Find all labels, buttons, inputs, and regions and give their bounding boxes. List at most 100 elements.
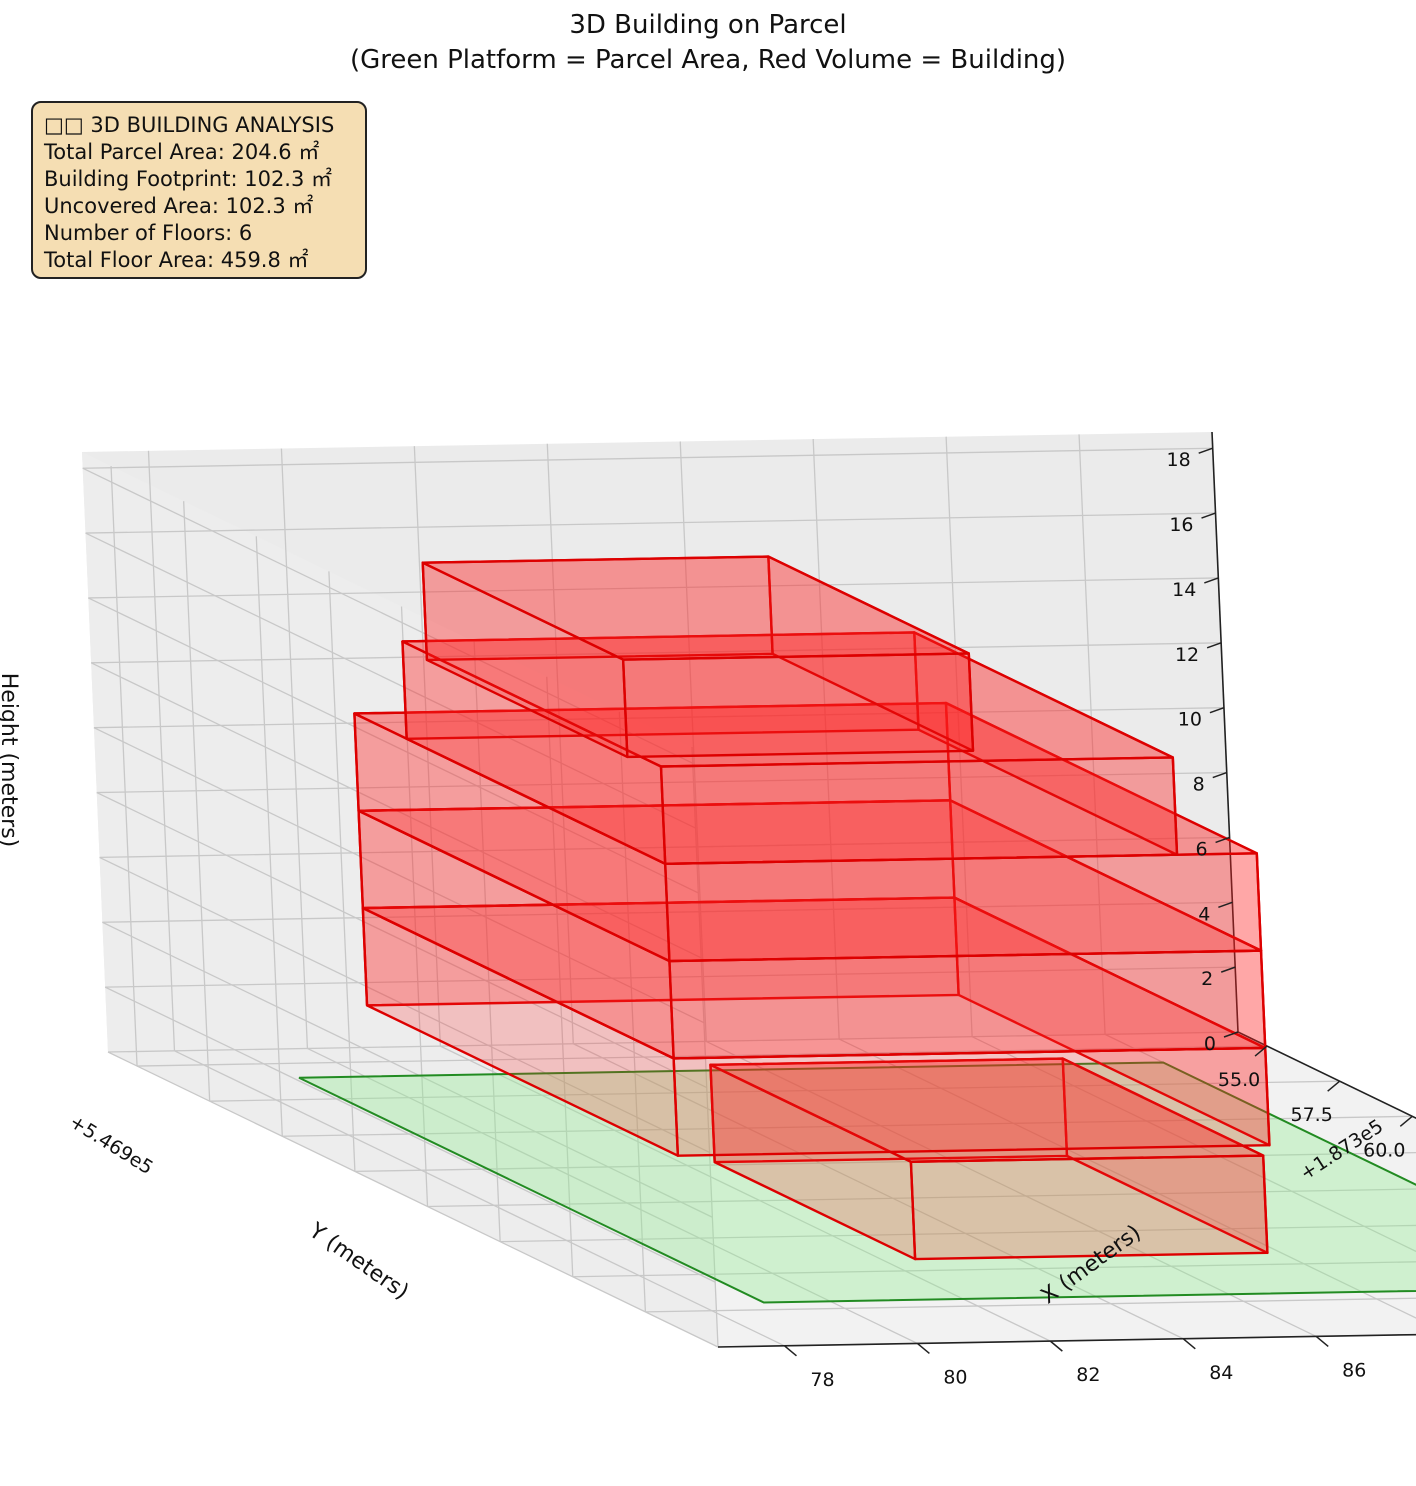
x-tick bbox=[916, 1342, 930, 1355]
parcel-platform bbox=[298, 1061, 1416, 1304]
x-tick-label: 84 bbox=[1209, 1362, 1233, 1384]
grid-line-x-wall bbox=[546, 443, 574, 1044]
grid-line-x-wall bbox=[147, 450, 176, 1051]
y-tick-label: 60.0 bbox=[1363, 1139, 1405, 1161]
floor-face bbox=[709, 1057, 1265, 1163]
grid-line-y-wall bbox=[618, 711, 647, 1312]
y-tick-label: 57.5 bbox=[1291, 1104, 1333, 1126]
grid-line-x-wall bbox=[413, 446, 442, 1047]
x-tick bbox=[1182, 1338, 1196, 1350]
x-tick bbox=[1315, 1335, 1329, 1347]
z-tick-label: 8 bbox=[1193, 774, 1205, 796]
grid-line-x-wall bbox=[812, 439, 840, 1040]
grid-line-z-back bbox=[85, 512, 1216, 534]
floor-face bbox=[401, 631, 1175, 768]
axis-ticks: 78808284868890929455.057.560.062.565.067… bbox=[783, 447, 1413, 1391]
z-tick-label: 0 bbox=[1204, 1033, 1216, 1055]
z-tick bbox=[1198, 447, 1213, 454]
grid-line-z-back bbox=[88, 577, 1219, 599]
floor-face bbox=[672, 1046, 1271, 1157]
z-tick-label: 16 bbox=[1169, 514, 1193, 536]
grid-line-y-wall bbox=[183, 501, 211, 1102]
grid-line-x-wall bbox=[1078, 434, 1106, 1035]
x-tick bbox=[1049, 1340, 1063, 1352]
info-total-floor-area: Total Floor Area: 459.8 ㎡ bbox=[44, 248, 309, 272]
info-total-parcel-area: Total Parcel Area: 204.6 ㎡ bbox=[44, 140, 320, 164]
parcel-area bbox=[298, 1061, 1416, 1304]
z-tick-label: 4 bbox=[1198, 903, 1210, 925]
analysis-info-box: □□ 3D BUILDING ANALYSIS Total Parcel Are… bbox=[31, 101, 367, 279]
y-tick bbox=[1327, 1080, 1341, 1092]
z-tick-label: 12 bbox=[1175, 644, 1199, 666]
floor-face bbox=[909, 1154, 1269, 1261]
grid-line-y-floor bbox=[137, 1045, 1268, 1067]
x-tick bbox=[783, 1345, 797, 1357]
grid-line-z-back bbox=[82, 447, 1213, 469]
grid-line-x-wall bbox=[280, 448, 309, 1049]
x-tick-label: 78 bbox=[810, 1369, 834, 1391]
info-number-of-floors: Number of Floors: 6 bbox=[44, 221, 253, 245]
y-offset-label: +5.469e5 bbox=[65, 1111, 156, 1180]
z-tick-label: 18 bbox=[1167, 449, 1191, 471]
grid-line-x-wall bbox=[679, 441, 707, 1042]
grid-line-y-wall bbox=[110, 466, 138, 1067]
back-pane-y bbox=[82, 452, 718, 1347]
z-tick bbox=[1204, 577, 1219, 584]
floor-6 bbox=[421, 555, 975, 759]
x-tick-label: 82 bbox=[1076, 1364, 1100, 1386]
x-tick-label: 80 bbox=[943, 1366, 967, 1388]
grid-line-y-wall bbox=[473, 641, 501, 1242]
grid-line-z-side bbox=[104, 986, 716, 1283]
grid-line-y-wall bbox=[328, 571, 356, 1172]
x-tick-label: 86 bbox=[1342, 1359, 1366, 1381]
z-tick bbox=[1206, 642, 1222, 649]
floor-5 bbox=[401, 631, 1179, 865]
floor-face bbox=[621, 652, 975, 759]
chart-subtitle: (Green Platform = Parcel Area, Red Volum… bbox=[349, 45, 1067, 75]
z-tick bbox=[1218, 901, 1233, 908]
floor-1 bbox=[709, 1057, 1269, 1261]
z-tick-label: 6 bbox=[1195, 838, 1207, 860]
z-tick bbox=[1209, 706, 1225, 714]
z-axis-label: Height (meters) bbox=[0, 673, 21, 848]
grid-line-y-floor bbox=[427, 1188, 1416, 1208]
floor-face bbox=[659, 756, 1179, 865]
grid-line-y-floor bbox=[209, 1080, 1340, 1102]
floor-face bbox=[668, 949, 1267, 1060]
grid-line-z-back bbox=[93, 707, 1224, 729]
info-heading: □□ 3D BUILDING ANALYSIS bbox=[44, 113, 335, 137]
z-tick-label: 10 bbox=[1178, 709, 1202, 731]
grid-line-x-wall bbox=[945, 436, 973, 1037]
grid-line-z-side bbox=[93, 727, 705, 1024]
grid-line-y-floor bbox=[645, 1297, 1416, 1313]
z-tick bbox=[1212, 771, 1228, 779]
info-building-footprint: Building Footprint: 102.3 ㎡ bbox=[44, 167, 333, 191]
x-axis-line bbox=[717, 1333, 1416, 1348]
grid-line-z-side bbox=[85, 532, 696, 829]
z-axis-line bbox=[1211, 431, 1239, 1033]
grid-line-y-floor bbox=[572, 1261, 1416, 1278]
grid-line-y-floor bbox=[500, 1224, 1416, 1243]
info-uncovered-area: Uncovered Area: 102.3 ㎡ bbox=[44, 194, 314, 218]
building-volume bbox=[353, 555, 1271, 1261]
z-tick bbox=[1201, 512, 1216, 519]
z-tick bbox=[1220, 966, 1236, 973]
grid-line-z-back bbox=[91, 642, 1222, 664]
grid-line-y-floor bbox=[282, 1115, 1413, 1137]
y-tick-label: 55.0 bbox=[1218, 1069, 1260, 1091]
floor-face bbox=[421, 555, 970, 661]
grid-line-y-wall bbox=[255, 536, 283, 1137]
z-tick-label: 14 bbox=[1172, 579, 1196, 601]
z-tick bbox=[1215, 836, 1230, 844]
grid-line-z-side bbox=[82, 467, 693, 764]
grid-line-z-side bbox=[96, 791, 708, 1089]
y-tick bbox=[1399, 1115, 1413, 1127]
grid-line-z-side bbox=[88, 597, 699, 894]
z-tick-label: 2 bbox=[1201, 968, 1213, 990]
z-tick bbox=[1223, 1031, 1239, 1038]
floor-face bbox=[664, 852, 1263, 963]
grid-line-y-wall bbox=[546, 676, 574, 1277]
grid-line-z-side bbox=[102, 921, 713, 1218]
chart-title: 3D Building on Parcel bbox=[569, 10, 847, 40]
